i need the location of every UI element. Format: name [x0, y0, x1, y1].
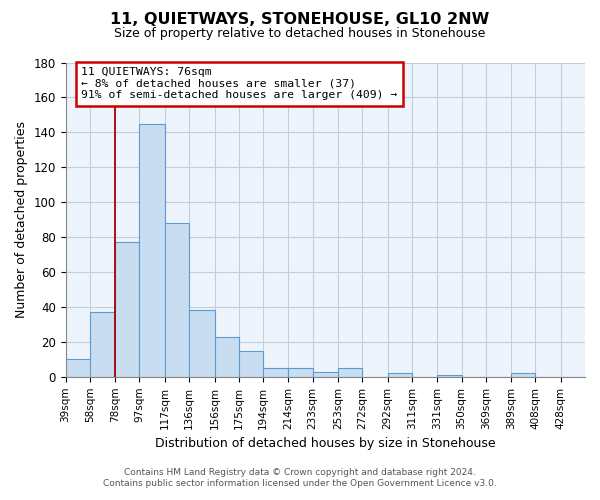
X-axis label: Distribution of detached houses by size in Stonehouse: Distribution of detached houses by size … — [155, 437, 496, 450]
Y-axis label: Number of detached properties: Number of detached properties — [15, 121, 28, 318]
Bar — [215, 336, 239, 377]
Bar — [338, 368, 362, 377]
Bar — [313, 372, 338, 377]
Bar — [239, 350, 263, 377]
Bar — [139, 124, 165, 377]
Text: Size of property relative to detached houses in Stonehouse: Size of property relative to detached ho… — [115, 28, 485, 40]
Bar — [165, 223, 189, 377]
Bar — [90, 312, 115, 377]
Bar — [437, 375, 461, 377]
Bar — [388, 374, 412, 377]
Bar — [263, 368, 289, 377]
Text: 11 QUIETWAYS: 76sqm
← 8% of detached houses are smaller (37)
91% of semi-detache: 11 QUIETWAYS: 76sqm ← 8% of detached hou… — [81, 67, 397, 100]
Text: 11, QUIETWAYS, STONEHOUSE, GL10 2NW: 11, QUIETWAYS, STONEHOUSE, GL10 2NW — [110, 12, 490, 28]
Bar — [65, 360, 90, 377]
Bar — [289, 368, 313, 377]
Bar — [189, 310, 215, 377]
Bar — [511, 374, 535, 377]
Bar — [115, 242, 139, 377]
Text: Contains HM Land Registry data © Crown copyright and database right 2024.
Contai: Contains HM Land Registry data © Crown c… — [103, 468, 497, 487]
